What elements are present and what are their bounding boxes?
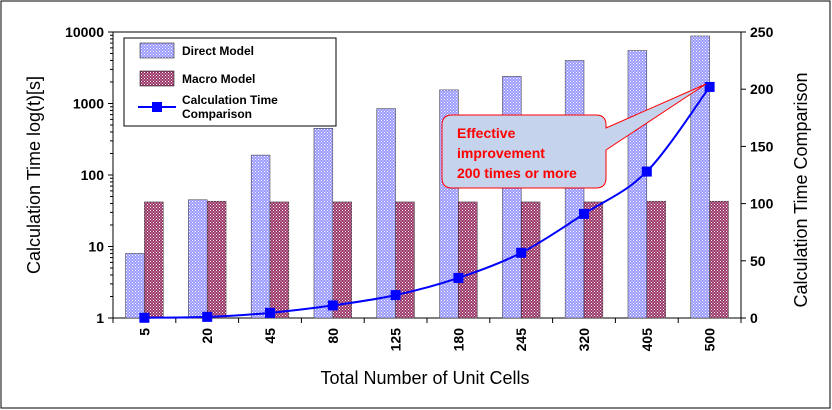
bar-macro-model [395, 201, 415, 319]
y2-tick-label: 100 [750, 196, 774, 212]
y2-tick-label: 150 [750, 138, 774, 154]
y-tick-label: 1 [96, 310, 104, 326]
legend-label-macro-model: Macro Model [182, 72, 255, 86]
legend-label-direct-model: Direct Model [182, 44, 254, 58]
bar-macro-model [144, 201, 164, 319]
series-line-comparison [144, 86, 711, 319]
x-tick-label: 5 [136, 328, 152, 336]
x-tick-label: 180 [450, 328, 466, 352]
legend-label-comparison: Calculation Time Comparison [182, 93, 281, 121]
y2-axis-title: Calculation Time Comparison [791, 72, 811, 307]
bar-macro-model [269, 201, 290, 319]
bar-macro-model [332, 201, 352, 319]
x-tick-label: 80 [325, 328, 341, 344]
y2-tick-label: 200 [750, 81, 774, 97]
bar-direct-model [313, 128, 334, 319]
x-tick-label: 245 [513, 328, 529, 352]
bar-macro-model [583, 201, 604, 319]
series-point-comparison [265, 307, 275, 318]
callout-line-1: Effective [457, 125, 516, 141]
bar-direct-model [690, 35, 710, 319]
x-tick-label: 405 [639, 328, 655, 352]
y-tick-label: 10000 [65, 24, 104, 40]
y2-tick-label: 50 [750, 253, 766, 269]
y-tick-label: 100 [81, 167, 105, 183]
bar-direct-model [250, 154, 271, 319]
bar-direct-model [502, 76, 522, 319]
x-tick-label: 320 [576, 328, 592, 352]
x-tick-label: 20 [199, 328, 215, 344]
bar-direct-model [188, 199, 208, 319]
y-tick-label: 10 [88, 239, 104, 255]
x-tick-label: 125 [388, 328, 404, 352]
bar-macro-model [709, 200, 729, 319]
series-point-comparison [641, 166, 652, 177]
callout-line-2: improvement [457, 145, 545, 161]
y-axis-title: Calculation Time log(t)[s] [24, 76, 44, 274]
bar-macro-model [458, 201, 478, 319]
y-tick-label: 1000 [73, 96, 104, 112]
series-point-comparison [704, 81, 715, 92]
callout-line-3: 200 times or more [457, 165, 577, 181]
series-point-comparison [327, 300, 338, 311]
series-point-comparison [202, 311, 213, 322]
callout: Effective improvement 200 times or more [441, 83, 707, 189]
series-point-comparison [139, 312, 150, 323]
legend-swatch-macro-model [139, 70, 175, 87]
series-point-comparison [579, 208, 589, 219]
series-point-comparison [453, 272, 464, 283]
series-point-comparison [516, 247, 527, 258]
legend-swatch-marker [152, 102, 162, 112]
bar-macro-model [520, 201, 541, 319]
bar-direct-model [564, 60, 585, 319]
x-tick-label: 45 [262, 328, 278, 344]
bar-macro-model [206, 200, 227, 319]
y2-tick-label: 0 [750, 310, 758, 326]
series-point-comparison [390, 290, 401, 301]
legend-swatch-direct-model [139, 42, 175, 59]
x-tick-label: 500 [702, 328, 718, 352]
bar-direct-model [125, 253, 145, 319]
y2-tick-label: 250 [750, 24, 774, 40]
bar-macro-model [646, 200, 666, 319]
callout-bubble [441, 83, 707, 189]
legend: Direct Model Macro Model Calculation Tim… [123, 37, 337, 127]
x-axis-title: Total Number of Unit Cells [320, 368, 529, 388]
bar-direct-model [376, 108, 396, 319]
